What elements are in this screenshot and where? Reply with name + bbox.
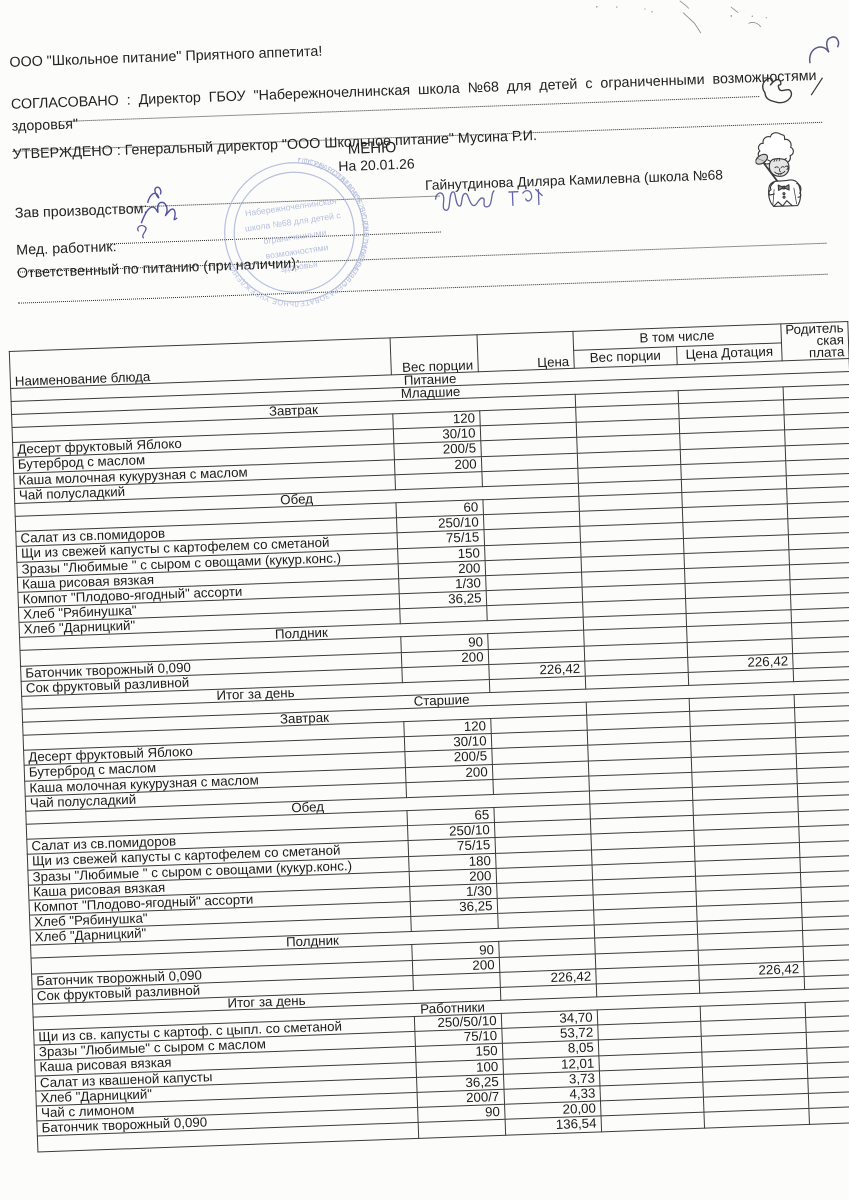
svg-text:возможностями: возможностями: [265, 242, 329, 261]
svg-text:здоровья: здоровья: [280, 259, 319, 274]
